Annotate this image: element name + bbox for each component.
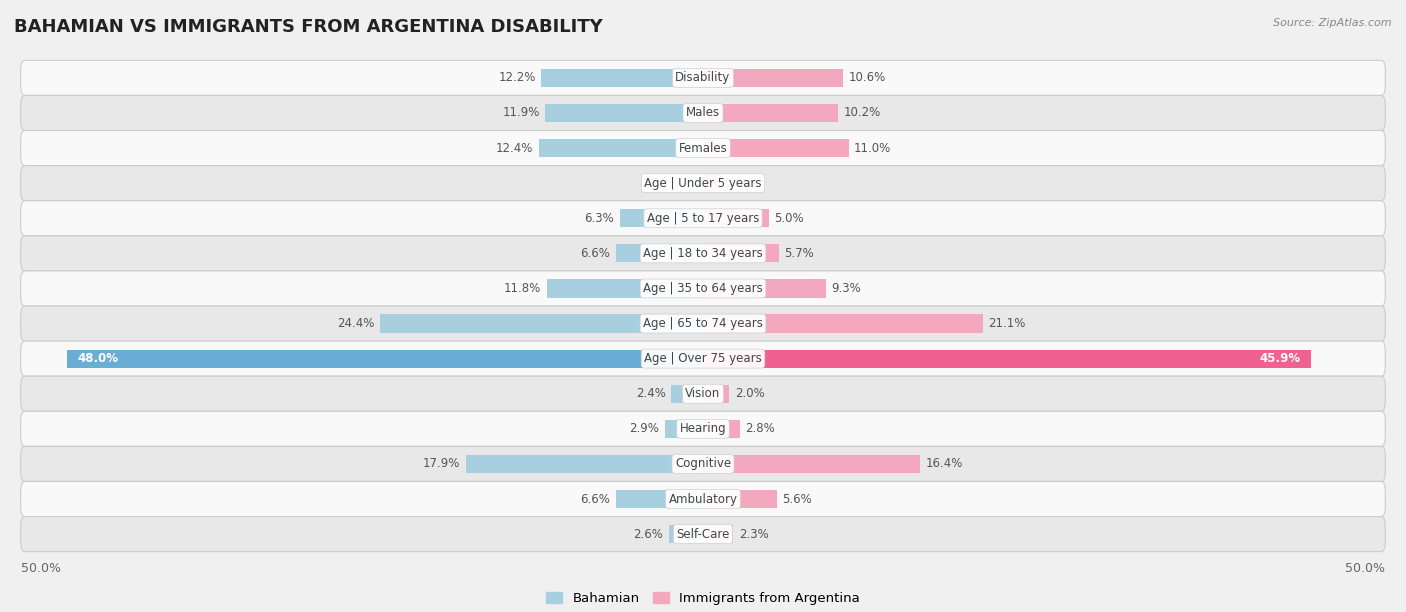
- Text: Self-Care: Self-Care: [676, 528, 730, 540]
- Bar: [671, 384, 703, 403]
- Text: 1.3%: 1.3%: [651, 177, 681, 190]
- Bar: [547, 279, 703, 297]
- Text: 9.3%: 9.3%: [831, 282, 862, 295]
- Text: 1.2%: 1.2%: [724, 177, 754, 190]
- Text: Age | 65 to 74 years: Age | 65 to 74 years: [643, 317, 763, 330]
- Text: Source: ZipAtlas.com: Source: ZipAtlas.com: [1274, 18, 1392, 28]
- Bar: [538, 139, 703, 157]
- Bar: [703, 315, 983, 333]
- Bar: [703, 349, 1312, 368]
- FancyBboxPatch shape: [21, 201, 1385, 236]
- Text: 2.4%: 2.4%: [636, 387, 666, 400]
- Text: 48.0%: 48.0%: [77, 352, 118, 365]
- Text: 6.6%: 6.6%: [581, 247, 610, 260]
- Text: Ambulatory: Ambulatory: [668, 493, 738, 506]
- Text: 5.0%: 5.0%: [775, 212, 804, 225]
- Bar: [686, 174, 703, 192]
- Text: 17.9%: 17.9%: [423, 457, 461, 471]
- Text: 5.7%: 5.7%: [783, 247, 814, 260]
- Text: 2.8%: 2.8%: [745, 422, 775, 435]
- Text: Hearing: Hearing: [679, 422, 727, 435]
- Bar: [703, 139, 849, 157]
- Text: Age | 35 to 64 years: Age | 35 to 64 years: [643, 282, 763, 295]
- Bar: [703, 384, 730, 403]
- Bar: [67, 349, 703, 368]
- Text: 10.2%: 10.2%: [844, 106, 880, 119]
- Bar: [616, 490, 703, 508]
- Bar: [616, 244, 703, 263]
- FancyBboxPatch shape: [21, 61, 1385, 95]
- Bar: [703, 69, 844, 87]
- Text: 11.8%: 11.8%: [505, 282, 541, 295]
- FancyBboxPatch shape: [21, 376, 1385, 411]
- Text: 2.0%: 2.0%: [735, 387, 765, 400]
- Text: 2.3%: 2.3%: [738, 528, 769, 540]
- Text: 10.6%: 10.6%: [849, 72, 886, 84]
- Text: Age | Under 5 years: Age | Under 5 years: [644, 177, 762, 190]
- Bar: [380, 315, 703, 333]
- Text: Age | 18 to 34 years: Age | 18 to 34 years: [643, 247, 763, 260]
- Bar: [541, 69, 703, 87]
- Text: 16.4%: 16.4%: [925, 457, 963, 471]
- FancyBboxPatch shape: [21, 411, 1385, 446]
- Text: 2.9%: 2.9%: [630, 422, 659, 435]
- Bar: [703, 244, 779, 263]
- Text: 24.4%: 24.4%: [337, 317, 374, 330]
- FancyBboxPatch shape: [21, 306, 1385, 341]
- Text: 5.6%: 5.6%: [783, 493, 813, 506]
- Text: Age | 5 to 17 years: Age | 5 to 17 years: [647, 212, 759, 225]
- Bar: [703, 490, 778, 508]
- FancyBboxPatch shape: [21, 341, 1385, 376]
- Text: Cognitive: Cognitive: [675, 457, 731, 471]
- Bar: [703, 279, 827, 297]
- Text: Age | Over 75 years: Age | Over 75 years: [644, 352, 762, 365]
- FancyBboxPatch shape: [21, 271, 1385, 306]
- Bar: [665, 420, 703, 438]
- Text: BAHAMIAN VS IMMIGRANTS FROM ARGENTINA DISABILITY: BAHAMIAN VS IMMIGRANTS FROM ARGENTINA DI…: [14, 18, 603, 36]
- Text: 6.6%: 6.6%: [581, 493, 610, 506]
- Bar: [703, 420, 740, 438]
- FancyBboxPatch shape: [21, 236, 1385, 271]
- FancyBboxPatch shape: [21, 130, 1385, 166]
- FancyBboxPatch shape: [21, 166, 1385, 201]
- FancyBboxPatch shape: [21, 517, 1385, 551]
- Text: 2.6%: 2.6%: [633, 528, 664, 540]
- Text: 6.3%: 6.3%: [585, 212, 614, 225]
- Text: Males: Males: [686, 106, 720, 119]
- FancyBboxPatch shape: [21, 446, 1385, 482]
- Bar: [546, 104, 703, 122]
- Bar: [703, 525, 734, 543]
- Bar: [465, 455, 703, 473]
- Bar: [703, 209, 769, 228]
- FancyBboxPatch shape: [21, 482, 1385, 517]
- Bar: [669, 525, 703, 543]
- Text: 45.9%: 45.9%: [1260, 352, 1301, 365]
- Text: Females: Females: [679, 141, 727, 155]
- Text: Vision: Vision: [685, 387, 721, 400]
- Bar: [703, 104, 838, 122]
- Text: 21.1%: 21.1%: [988, 317, 1025, 330]
- Bar: [620, 209, 703, 228]
- Legend: Bahamian, Immigrants from Argentina: Bahamian, Immigrants from Argentina: [541, 587, 865, 611]
- FancyBboxPatch shape: [21, 95, 1385, 130]
- Text: 11.0%: 11.0%: [853, 141, 891, 155]
- Text: Disability: Disability: [675, 72, 731, 84]
- Text: 12.4%: 12.4%: [496, 141, 533, 155]
- Bar: [703, 455, 921, 473]
- Text: 12.2%: 12.2%: [499, 72, 536, 84]
- Text: 11.9%: 11.9%: [503, 106, 540, 119]
- Bar: [703, 174, 718, 192]
